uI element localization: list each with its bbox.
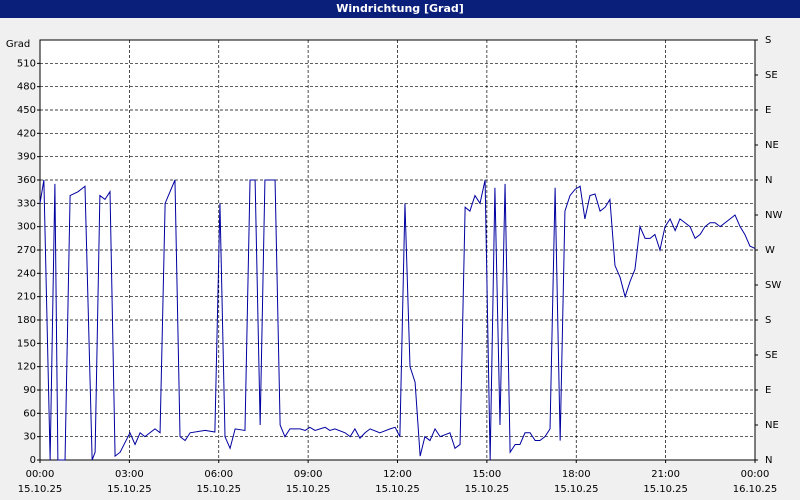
x-tick-date: 15.10.25	[643, 484, 688, 495]
data-line	[39, 179, 756, 461]
x-tick-date: 15.10.25	[18, 484, 63, 495]
x-tick-label: 03:00	[115, 469, 144, 480]
y-tick-label: 420	[17, 128, 36, 139]
y2-tick-label: N	[765, 175, 772, 186]
y2-tick-label: E	[765, 105, 771, 116]
y2-tick-label: NE	[765, 140, 779, 151]
x-tick-label: 09:00	[294, 469, 323, 480]
y2-tick-label: S	[765, 315, 771, 326]
x-tick-label: 18:00	[562, 469, 591, 480]
y-tick-label: 450	[17, 105, 36, 116]
y2-tick-label: NW	[765, 210, 782, 221]
y2-tick-label: SE	[765, 70, 778, 81]
y-tick-label: 120	[17, 362, 36, 373]
y2-tick-label: NE	[765, 420, 779, 431]
y2-tick-label: SE	[765, 350, 778, 361]
x-tick-date: 15.10.25	[375, 484, 420, 495]
y-tick-label: 180	[17, 315, 36, 326]
x-tick-label: 00:00	[741, 469, 770, 480]
y-tick-label: 90	[23, 385, 36, 396]
y-tick-label: 270	[17, 245, 36, 256]
y-tick-label: 510	[17, 58, 36, 69]
x-tick-label: 12:00	[383, 469, 412, 480]
y2-tick-label: W	[765, 245, 775, 256]
y-tick-label: 390	[17, 152, 36, 163]
title-bar	[0, 0, 800, 18]
y2-tick-label: SW	[765, 280, 781, 291]
y-tick-label: 0	[30, 455, 36, 466]
x-tick-date: 15.10.25	[107, 484, 152, 495]
x-tick-label: 21:00	[651, 469, 680, 480]
chart-title: Windrichtung [Grad]	[336, 2, 464, 15]
y-tick-label: 210	[17, 292, 36, 303]
y-axis-label: Grad	[6, 39, 30, 50]
x-tick-date: 16.10.25	[733, 484, 778, 495]
y-tick-label: 300	[17, 222, 36, 233]
x-tick-label: 00:00	[26, 469, 55, 480]
y2-tick-label: E	[765, 385, 771, 396]
x-tick-date: 15.10.25	[554, 484, 599, 495]
y2-tick-label: N	[765, 455, 772, 466]
y-tick-label: 360	[17, 175, 36, 186]
y-tick-label: 60	[23, 408, 36, 419]
y-tick-label: 150	[17, 338, 36, 349]
x-tick-date: 15.10.25	[465, 484, 510, 495]
x-tick-date: 15.10.25	[286, 484, 331, 495]
y-tick-label: 480	[17, 82, 36, 93]
x-tick-label: 15:00	[472, 469, 501, 480]
y-tick-label: 240	[17, 268, 36, 279]
x-tick-label: 06:00	[204, 469, 233, 480]
y-tick-label: 330	[17, 198, 36, 209]
x-tick-date: 15.10.25	[196, 484, 241, 495]
y2-tick-label: S	[765, 35, 771, 46]
y-tick-label: 30	[23, 432, 36, 443]
